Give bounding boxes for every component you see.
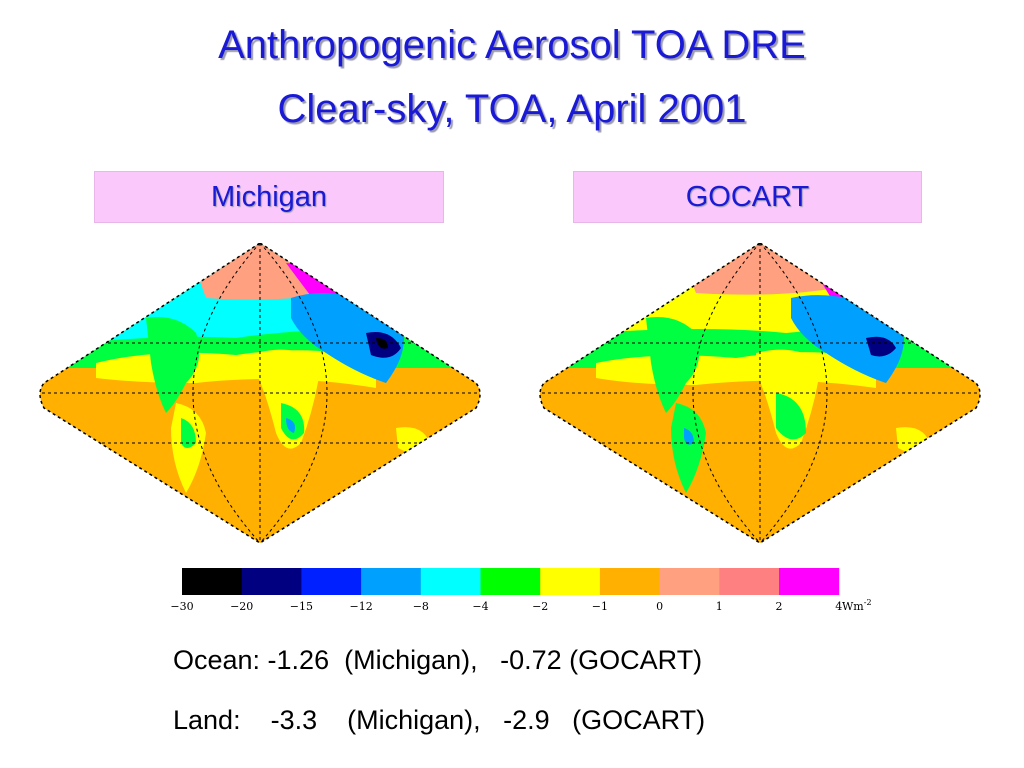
colorbar-box-10 [779,568,840,595]
colorbar-box-3 [361,568,422,595]
colorbar-box-6 [540,568,601,595]
congo-minimum [286,418,295,433]
colorbar-tick-label: −8 [413,600,429,613]
south-america [171,403,206,493]
colorbar-tick-label: −1 [592,600,608,613]
north-america [146,317,200,413]
colorbar-tick-label: −12 [349,600,372,613]
colorbar-box-0 [182,568,243,595]
colorbar-box-5 [480,568,541,595]
colorbar-box-9 [719,568,780,595]
title-line-1: Anthropogenic Aerosol TOA DRE [218,23,806,67]
polar-positive [676,243,856,295]
colorbar-box-4 [420,568,481,595]
panel-label-gocart: GOCART [573,171,922,223]
colorbar-tick-label: 0 [656,600,663,613]
amazon [181,418,196,448]
colorbar-tick-label: 4 [835,600,842,613]
ocean-stats: Ocean: -1.26 (Michigan), -0.72 (GOCART) [173,645,703,675]
colorbar-box-8 [659,568,720,595]
east-asia-minimum [866,336,896,357]
colorbar-tick-label: −2 [532,600,548,613]
title-line-2: Clear-sky, TOA, April 2001 [277,87,747,131]
colorbar-box-7 [599,568,661,595]
china-minimum [376,338,388,349]
colorbar-tick-label: 1 [716,600,723,613]
colorbar-box-1 [241,568,302,595]
colorbar-tick-label: −30 [170,600,193,613]
panel-label-michigan: Michigan [94,171,444,223]
map-gocart [539,243,981,543]
colorbar: −30 −20 −15 −12 −8 −4 −2 −1 0 1 2 4 Wm-2 [170,568,872,613]
land-stats: Land: -3.3 (Michigan), -2.9 (GOCART) [173,705,706,735]
north-america [646,317,700,413]
colorbar-tick-label: −20 [230,600,253,613]
colorbar-tick-label: 2 [776,600,783,613]
colorbar-tick-label: −15 [290,600,313,613]
south-america [671,403,706,493]
central-africa [776,393,806,440]
colorbar-tick-label: −4 [472,600,488,613]
map-michigan [39,243,481,543]
colorbar-unit: Wm-2 [842,598,872,613]
colorbar-box-2 [301,568,362,595]
amazon [684,428,694,445]
africa [256,349,321,449]
central-africa [281,403,305,440]
